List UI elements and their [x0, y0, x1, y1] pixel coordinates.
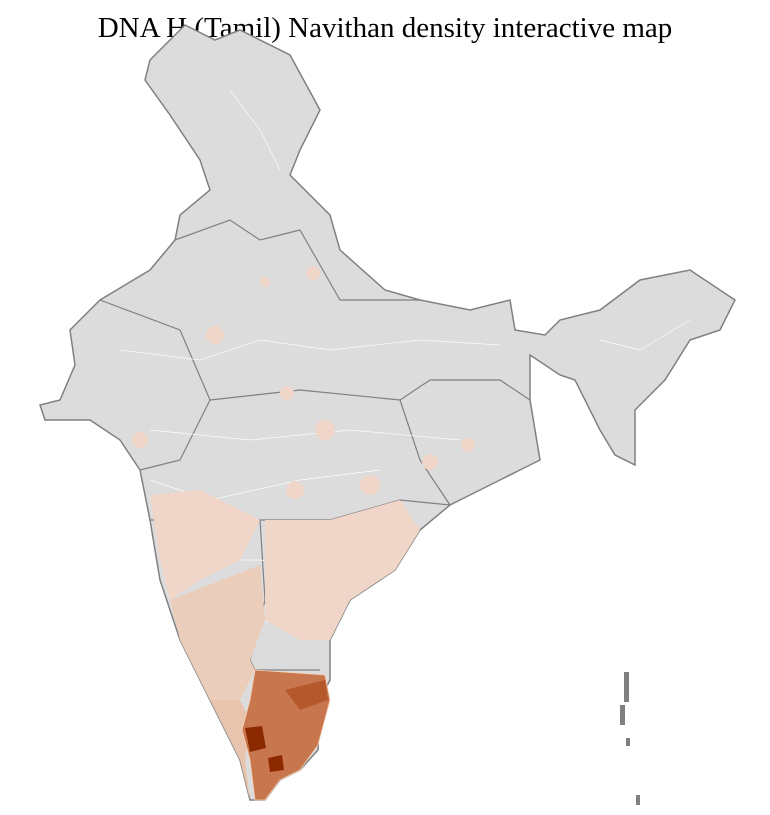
spot-low	[306, 266, 320, 280]
region-light-kerala	[210, 700, 250, 800]
country-outline[interactable]	[39, 24, 736, 801]
density-regions[interactable]	[132, 266, 475, 801]
region-low-telangana-andhra	[265, 500, 420, 640]
spot-low	[260, 277, 270, 287]
spot-low	[280, 386, 294, 400]
spot-low	[206, 326, 224, 344]
spot-low	[461, 438, 475, 452]
spot-low	[360, 475, 380, 495]
region-highest-dist-1	[245, 726, 266, 752]
spot-low	[315, 420, 335, 440]
spot-low	[422, 454, 438, 470]
region-medium-north-tn	[285, 680, 328, 710]
region-low-maharashtra	[150, 490, 260, 600]
region-highest-dist-2	[268, 755, 284, 772]
region-low-karnataka	[170, 565, 265, 700]
andaman-islands[interactable]	[620, 672, 640, 805]
spot-low	[286, 481, 304, 499]
district-borders	[119, 89, 691, 631]
spot-low	[132, 432, 148, 448]
